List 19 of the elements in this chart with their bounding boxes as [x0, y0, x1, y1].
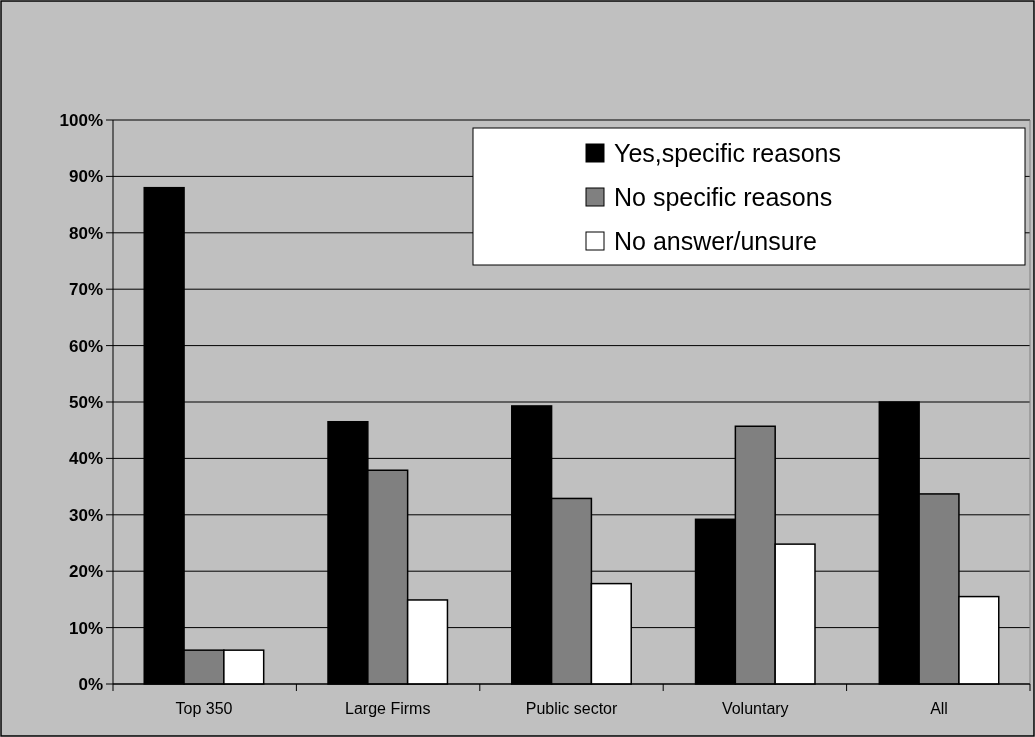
y-tick-label: 20% — [68, 562, 103, 582]
x-tick-label: All — [930, 700, 948, 717]
x-tick-label: Public sector — [525, 700, 618, 717]
legend-label: Yes,specific reasons — [614, 138, 841, 167]
y-tick-label: 40% — [68, 449, 103, 469]
y-tick-label: 70% — [68, 280, 103, 300]
y-tick-label: 60% — [68, 336, 103, 356]
x-tick-label: Large Firms — [345, 700, 431, 717]
legend-label: No specific reasons — [614, 182, 833, 211]
y-tick-label: 30% — [68, 505, 103, 525]
y-tick-label: 50% — [68, 392, 103, 412]
x-tick-label: Voluntary — [721, 700, 789, 717]
y-tick-label: 80% — [68, 223, 103, 243]
x-tick-label: Top 350 — [175, 700, 233, 717]
y-tick-label: 100% — [59, 110, 103, 130]
y-tick-label: 0% — [78, 674, 103, 694]
y-tick-label: 90% — [68, 167, 103, 187]
legend-label: No answer/unsure — [614, 226, 817, 255]
y-tick-label: 10% — [68, 618, 103, 638]
